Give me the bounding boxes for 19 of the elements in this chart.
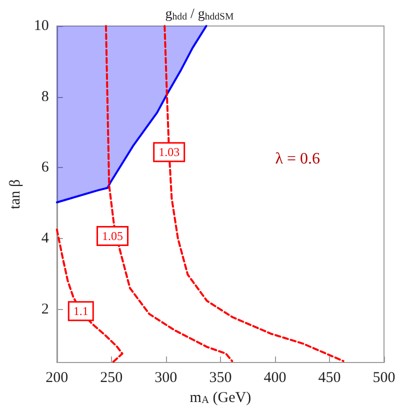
y-tick-label: 10 [34,18,49,34]
y-tick-label: 2 [41,301,49,318]
line-series [56,228,124,364]
y-tick-label: 6 [41,160,50,176]
annotation: 1.05 [102,229,124,244]
x-tick-label: 250 [100,370,123,386]
x-tick-label: 300 [154,370,178,386]
x-tick-label: 500 [372,370,396,386]
x-tick-label: 450 [318,370,341,386]
annotation: λ = 0.6 [275,150,320,168]
x-axis-title: mA (GeV) [190,390,252,406]
x-tick-label: 200 [46,370,68,386]
y-tick-label: 4 [41,230,50,247]
annotation: 1.1 [73,304,88,318]
chart-title: ghdd / ghddSM [165,6,234,22]
y-axis-title: tan β [8,179,24,210]
x-tick-label: 350 [209,370,232,386]
x-tick-label: 400 [264,370,286,386]
y-tick-label: 8 [41,88,49,105]
